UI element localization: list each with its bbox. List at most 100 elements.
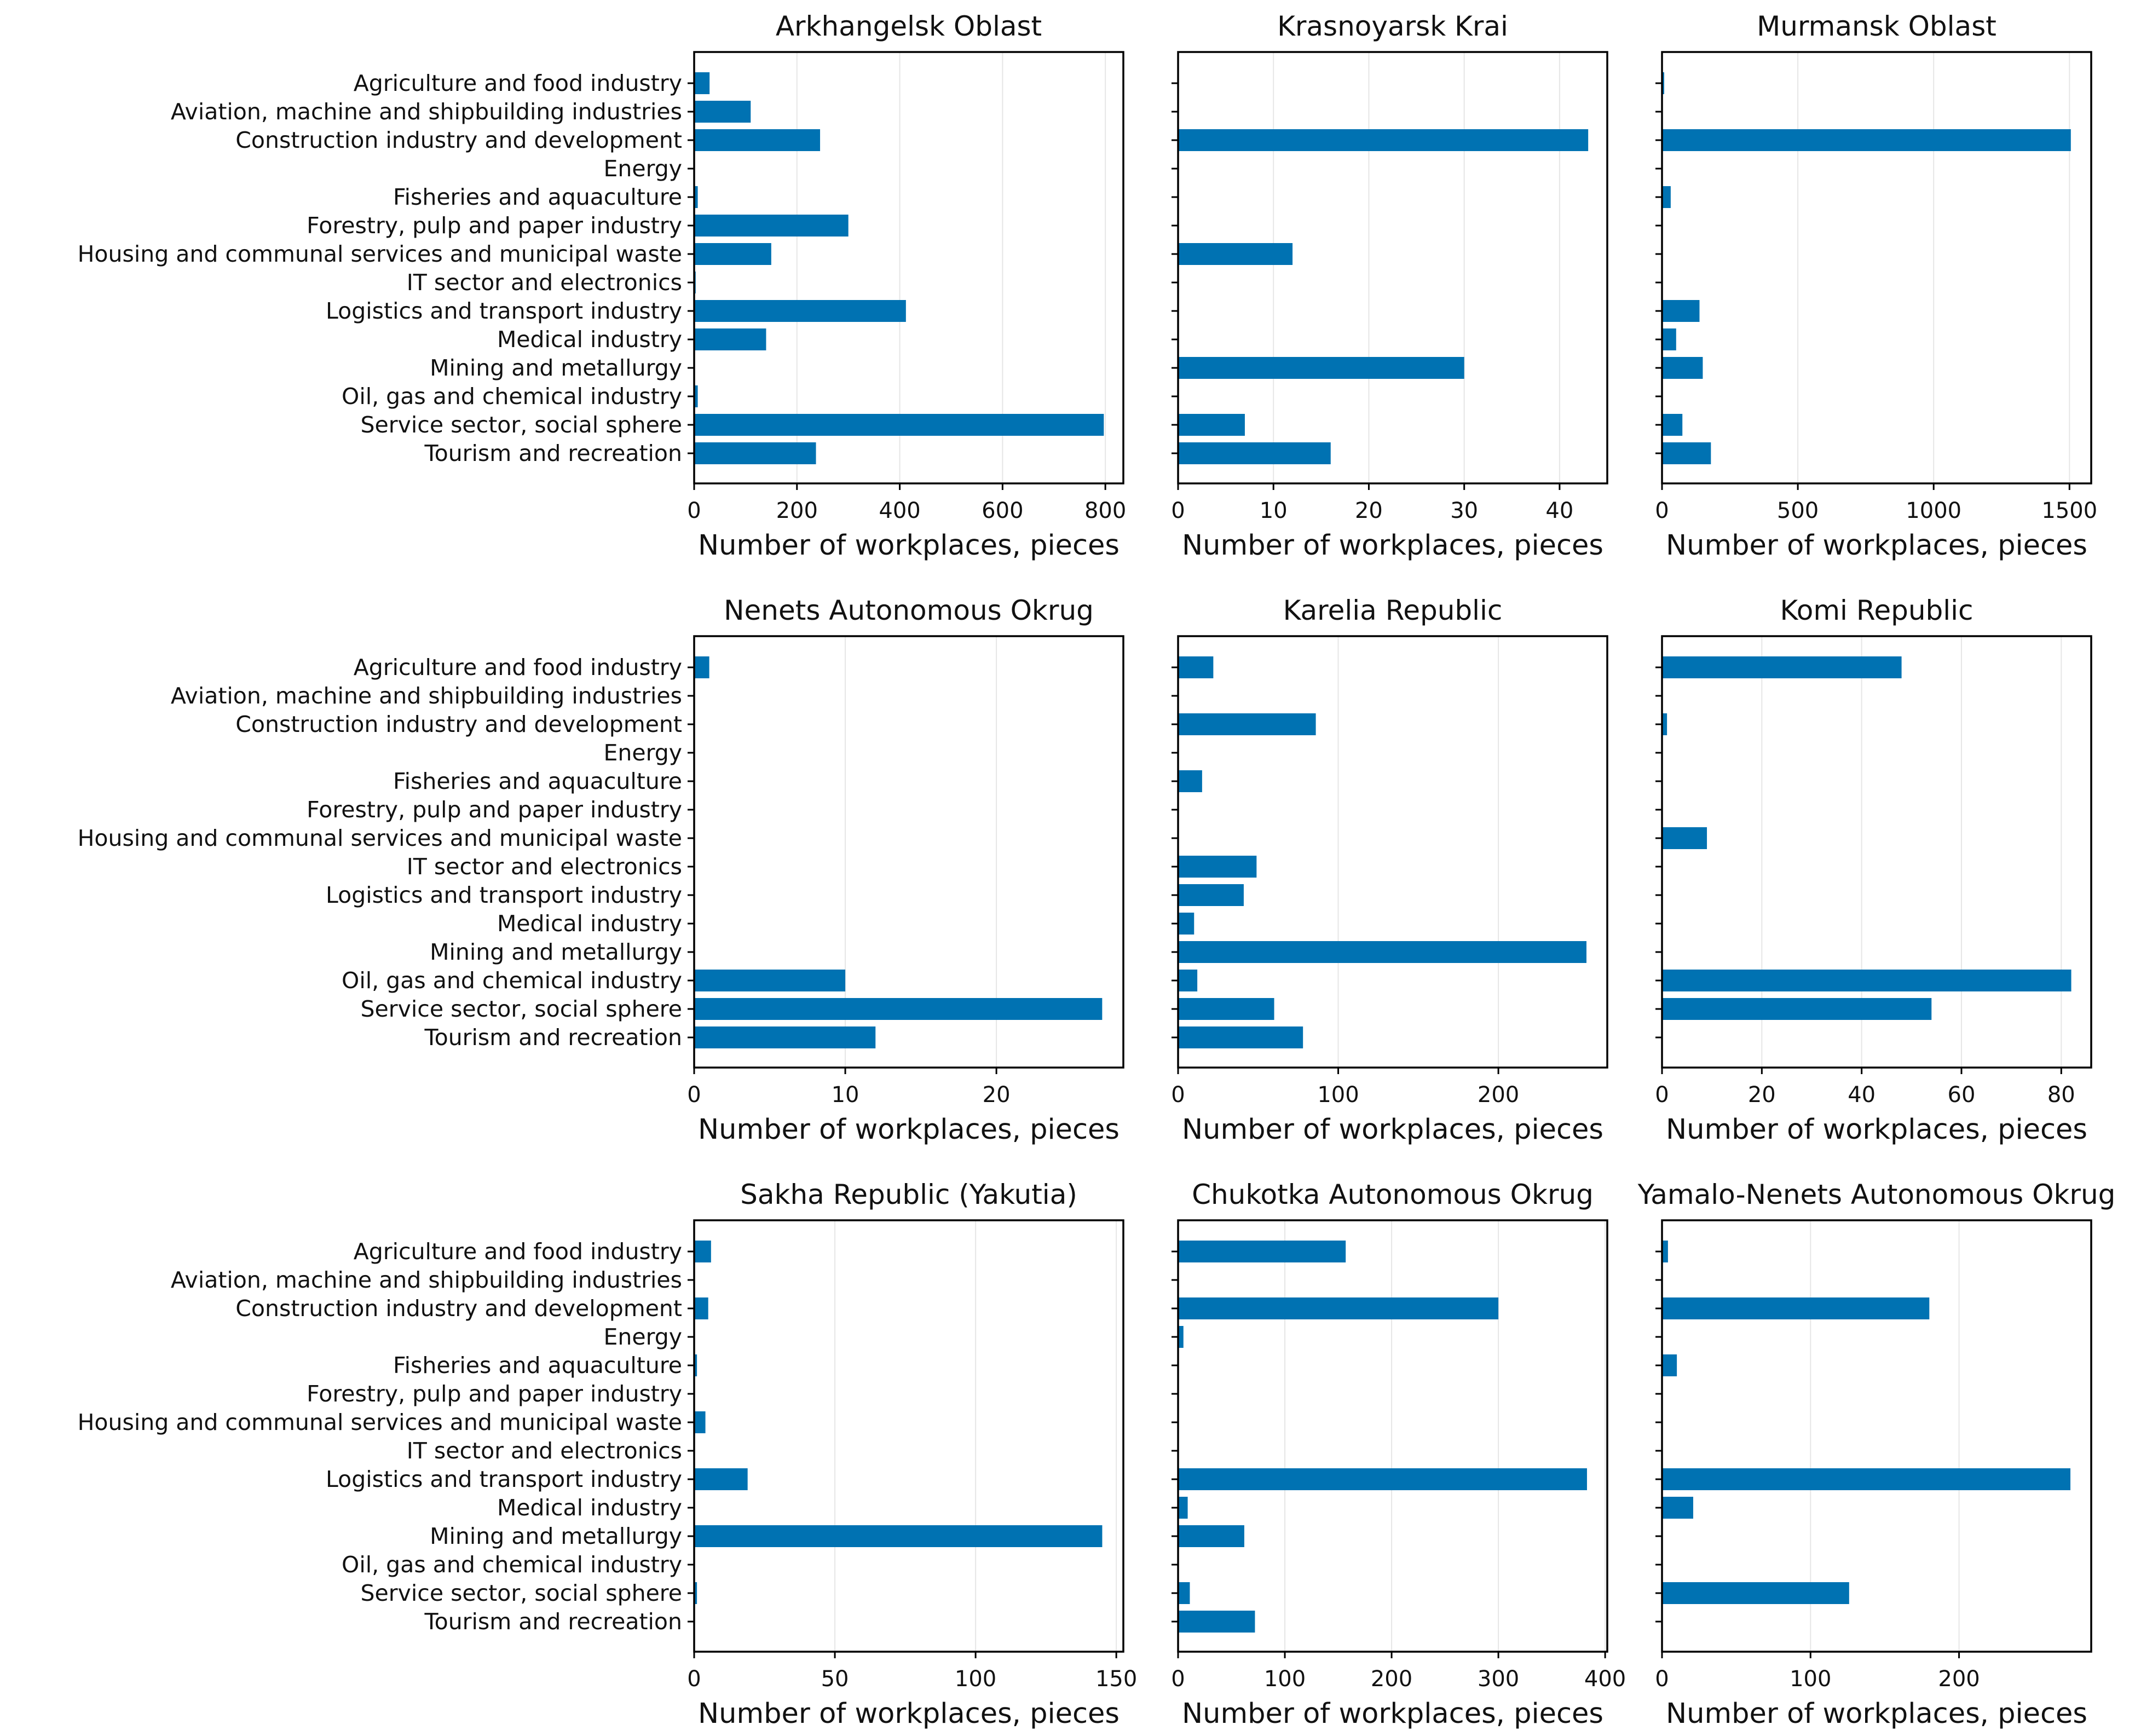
x-tick-label: 100	[1264, 1666, 1306, 1692]
subplot: 0 100 200 Number of workplaces, pieces Yamal…	[1637, 1179, 2116, 1730]
bar	[694, 101, 751, 123]
category-label: Oil, gas and chemical industry	[342, 967, 682, 994]
bar	[1178, 1297, 1499, 1319]
bar	[1178, 856, 1257, 878]
bar	[1662, 1297, 1930, 1319]
bar	[1662, 1497, 1693, 1519]
category-label: Forestry, pulp and paper industry	[307, 212, 682, 239]
x-tick-label: 80	[2047, 1082, 2075, 1108]
bar	[1178, 970, 1198, 991]
bar	[694, 300, 906, 322]
bar	[1662, 1354, 1677, 1376]
category-label: Agriculture and food industry	[354, 70, 682, 96]
x-tick-label: 40	[1545, 498, 1573, 523]
bar	[1178, 1241, 1346, 1262]
x-tick-label: 0	[687, 498, 701, 523]
category-label: Tourism and recreation	[424, 1024, 682, 1051]
category-label: IT sector and electronics	[407, 269, 682, 296]
x-tick-label: 150	[1095, 1666, 1137, 1692]
category-label: Forestry, pulp and paper industry	[307, 1381, 682, 1407]
category-label: IT sector and electronics	[407, 853, 682, 880]
category-label: Oil, gas and chemical industry	[342, 1552, 682, 1578]
x-tick-label: 1000	[1906, 498, 1961, 523]
bar	[1178, 913, 1195, 935]
category-label: Logistics and transport industry	[326, 1466, 682, 1492]
bar	[1178, 1582, 1190, 1604]
bar	[1178, 1497, 1188, 1519]
category-label: Agriculture and food industry	[354, 654, 682, 680]
bar	[1662, 1241, 1668, 1262]
bar	[694, 1241, 711, 1262]
x-tick-label: 100	[1790, 1666, 1831, 1692]
subplot: 0 10 20 30 40 Number of workplaces, pieces Kra…	[1171, 10, 1608, 562]
x-tick-label: 500	[1777, 498, 1819, 523]
subplot: 0 500 1000 1500 Number of workplaces, pieces…	[1655, 10, 2097, 562]
bar	[1178, 656, 1214, 678]
category-label: Aviation, machine and shipbuilding indus…	[171, 1267, 682, 1293]
x-axis-label: Number of workplaces, pieces	[1666, 529, 2087, 562]
panel-title: Sakha Republic (Yakutia)	[740, 1179, 1077, 1210]
x-tick-label: 0	[1171, 498, 1185, 523]
x-tick-label: 0	[687, 1082, 701, 1108]
bar	[1178, 884, 1244, 906]
category-label: Housing and communal services and munici…	[78, 241, 682, 267]
x-tick-label: 800	[1084, 498, 1126, 523]
panel-title: Arkhangelsk Oblast	[776, 10, 1042, 42]
bar	[694, 998, 1103, 1020]
category-label: Energy	[603, 1324, 682, 1350]
bar	[1662, 414, 1683, 436]
bar	[1178, 1026, 1303, 1048]
x-tick-label: 200	[1478, 1082, 1519, 1108]
bar	[1662, 998, 1932, 1020]
bar	[1178, 1468, 1587, 1490]
bar	[1662, 1468, 2071, 1490]
bar	[694, 129, 821, 151]
x-axis-label: Number of workplaces, pieces	[698, 1114, 1120, 1146]
bar	[1178, 713, 1316, 735]
category-label: Mining and metallurgy	[430, 1523, 682, 1549]
bar	[1662, 186, 1671, 208]
axes-frame	[693, 51, 1124, 485]
category-label: Service sector, social sphere	[361, 412, 682, 438]
category-label: Construction industry and development	[235, 1295, 682, 1322]
x-tick-label: 0	[1171, 1082, 1185, 1108]
bar	[1178, 1525, 1244, 1547]
x-axis-label: Number of workplaces, pieces	[698, 1698, 1120, 1730]
x-tick-label: 20	[1748, 1082, 1776, 1108]
panel-title: Yamalo-Nenets Autonomous Okrug	[1637, 1179, 2116, 1210]
bar	[1178, 1611, 1255, 1633]
bar	[694, 1354, 697, 1376]
axes-frame	[1661, 1219, 2092, 1653]
category-label: Fisheries and aquaculture	[393, 1352, 682, 1379]
axes-frame	[1661, 635, 2092, 1069]
x-axis-label: Number of workplaces, pieces	[1666, 1114, 2087, 1146]
category-label: Service sector, social sphere	[361, 1580, 682, 1606]
bar	[1662, 300, 1700, 322]
category-label: Logistics and transport industry	[326, 882, 682, 908]
category-label: Agriculture and food industry	[354, 1238, 682, 1265]
axes-frame	[693, 635, 1124, 1069]
bar	[694, 72, 710, 94]
bar	[1662, 656, 1902, 678]
bar	[694, 970, 846, 991]
axes-frame	[1177, 635, 1608, 1069]
category-label: Forestry, pulp and paper industry	[307, 797, 682, 823]
panel-title: Nenets Autonomous Okrug	[724, 595, 1094, 626]
x-axis-label: Number of workplaces, pieces	[1182, 529, 1603, 562]
bar	[1178, 770, 1202, 792]
x-tick-label: 60	[1948, 1082, 1976, 1108]
bar	[1662, 129, 2071, 151]
bar	[1662, 72, 1664, 94]
category-label: Fisheries and aquaculture	[393, 184, 682, 210]
category-label: Mining and metallurgy	[430, 939, 682, 965]
bar	[694, 215, 849, 237]
x-axis-label: Number of workplaces, pieces	[1666, 1698, 2087, 1730]
bar	[694, 1582, 697, 1604]
x-tick-label: 200	[1938, 1666, 1980, 1692]
bar	[1662, 827, 1707, 849]
bar	[1662, 357, 1703, 379]
bar	[1178, 129, 1589, 151]
panel-title: Murmansk Oblast	[1757, 10, 1996, 42]
